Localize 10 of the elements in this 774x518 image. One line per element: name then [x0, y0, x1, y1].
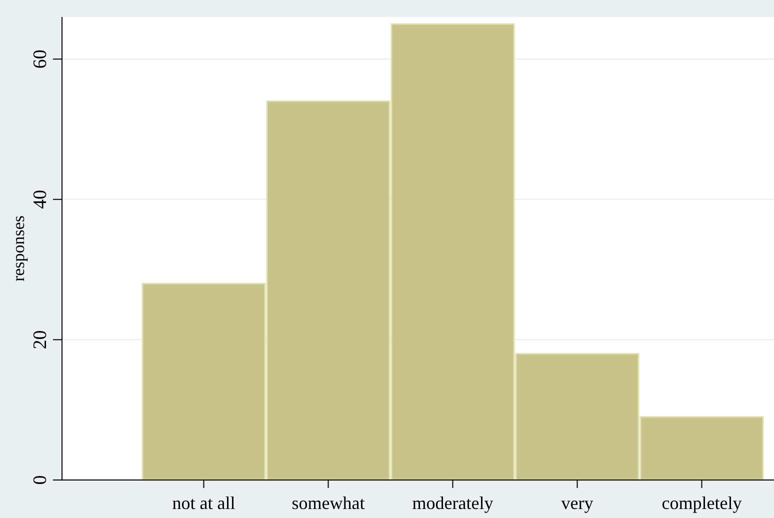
x-tick-label: completely — [662, 493, 742, 513]
y-tick-label: 60 — [30, 50, 51, 69]
x-tick-label: not at all — [172, 493, 236, 513]
x-tick-label: somewhat — [292, 493, 365, 513]
x-tick-label: very — [561, 493, 594, 513]
y-tick-label: 20 — [30, 330, 51, 350]
y-tick-label: 0 — [30, 475, 51, 485]
y-axis-title: responses — [9, 215, 28, 282]
y-tick-label: 40 — [30, 190, 51, 209]
x-tick-label: moderately — [412, 493, 494, 513]
